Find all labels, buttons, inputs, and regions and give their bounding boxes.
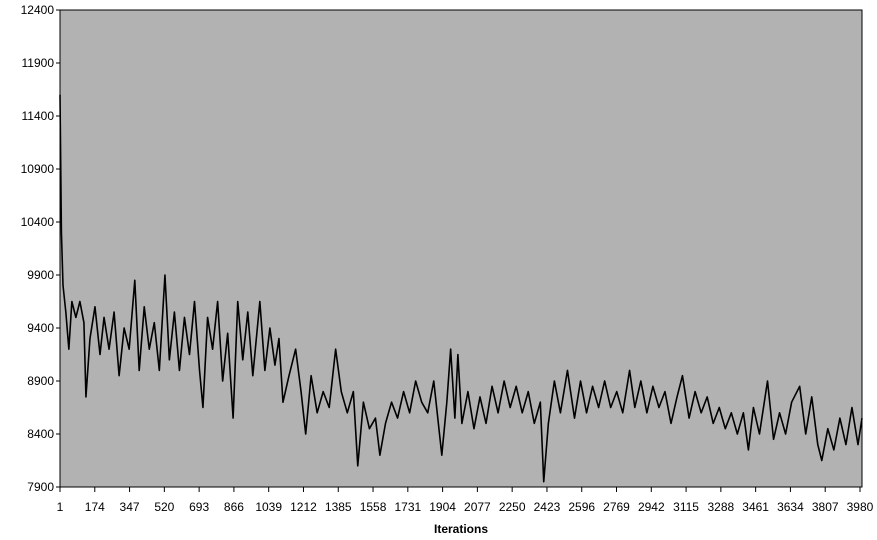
x-tick-label: 520 — [154, 500, 174, 514]
y-tick-label: 7900 — [27, 480, 54, 494]
y-tick-label: 11900 — [22, 56, 55, 70]
y-tick-label: 10900 — [21, 162, 55, 176]
x-tick-label: 3807 — [812, 500, 839, 514]
x-tick-label: 3634 — [777, 500, 804, 514]
x-tick-label: 2423 — [534, 500, 561, 514]
x-tick-label: 174 — [85, 500, 105, 514]
y-tick-label: 11400 — [22, 109, 55, 123]
x-tick-label: 2250 — [499, 500, 526, 514]
y-tick-label: 8400 — [27, 427, 54, 441]
x-tick-label: 1731 — [394, 500, 421, 514]
x-tick-label: 2942 — [638, 500, 665, 514]
x-tick-label: 866 — [224, 500, 244, 514]
x-tick-label: 1385 — [325, 500, 352, 514]
x-tick-label: 1904 — [429, 500, 456, 514]
y-tick-label: 9900 — [27, 268, 54, 282]
x-tick-label: 1212 — [290, 500, 317, 514]
x-tick-label: 693 — [189, 500, 209, 514]
x-axis-title: Iterations — [434, 522, 488, 536]
x-tick-label: 2769 — [603, 500, 630, 514]
data-line — [59, 94, 863, 483]
y-tick-label: 9400 — [27, 321, 54, 335]
x-tick-label: 2596 — [568, 500, 595, 514]
x-tick-label: 3115 — [673, 500, 699, 514]
y-tick-label: 12400 — [21, 3, 55, 17]
x-tick-label: 3288 — [708, 500, 735, 514]
x-tick-label: 347 — [120, 500, 140, 514]
x-tick-label: 1039 — [255, 500, 282, 514]
y-tick-label: 8900 — [27, 374, 54, 388]
x-tick-label: 3980 — [847, 500, 874, 514]
x-tick-label: 1 — [57, 500, 64, 514]
x-tick-label: 1558 — [360, 500, 387, 514]
y-tick-label: 10400 — [21, 215, 55, 229]
x-tick-label: 3461 — [742, 500, 769, 514]
x-tick-label: 2077 — [464, 500, 491, 514]
